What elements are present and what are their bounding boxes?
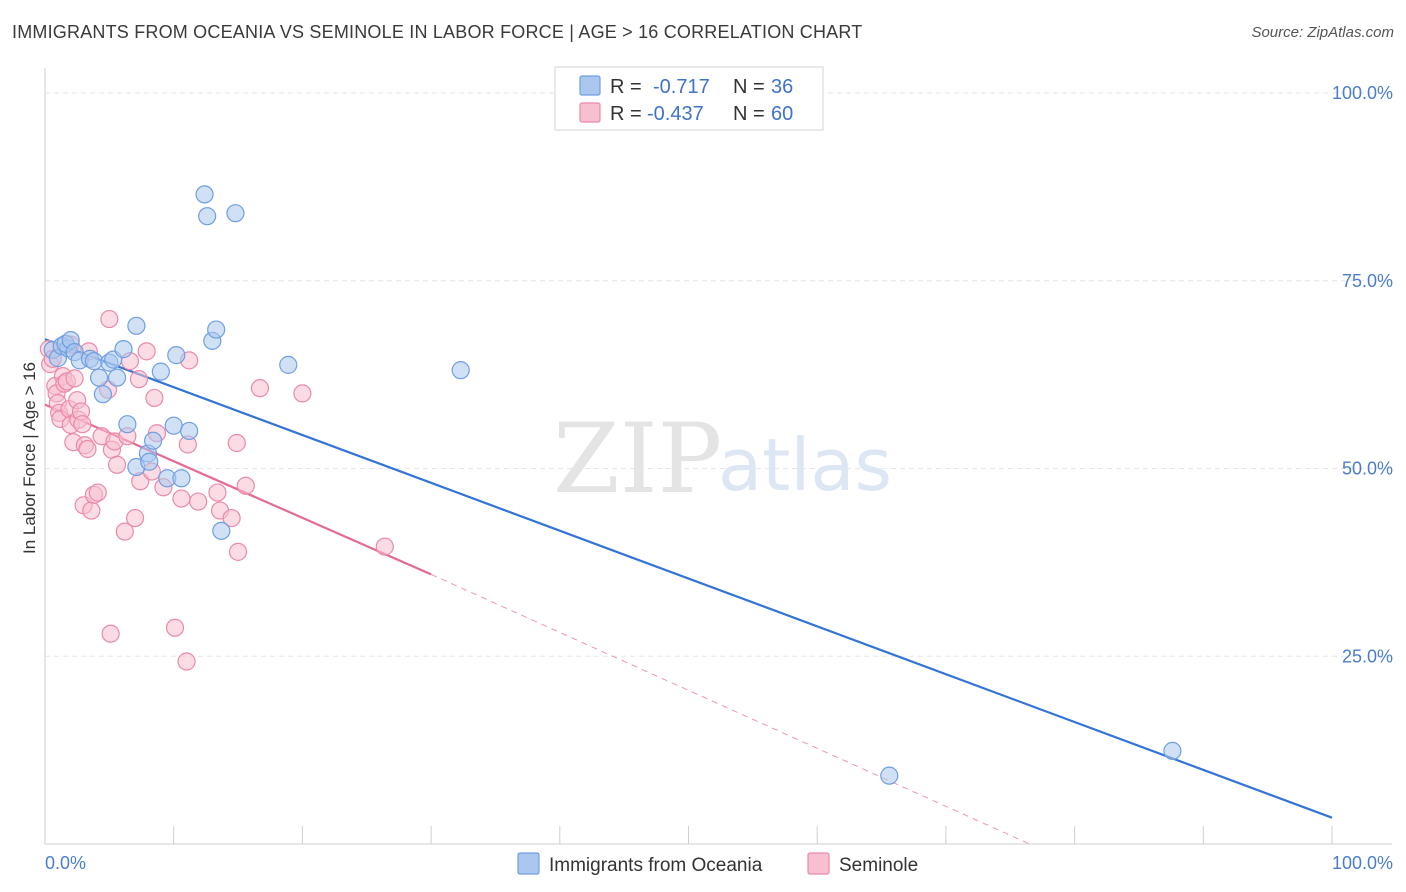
x-tick-label: 0.0% (45, 853, 86, 873)
point-oceania (880, 766, 899, 785)
point-oceania (451, 361, 470, 380)
point-oceania (167, 346, 186, 365)
y-tick-label: 75.0% (1342, 271, 1393, 291)
point-seminole (228, 542, 248, 561)
legend-n-value-2: 60 (771, 103, 793, 125)
y-tick-labels: 25.0% 50.0% 75.0% 100.0% (1332, 83, 1393, 666)
y-tick-label: 50.0% (1342, 459, 1393, 479)
point-seminole (88, 483, 107, 502)
point-seminole (137, 342, 156, 361)
point-oceania (226, 204, 245, 223)
y-axis-label: In Labor Force | Age > 16 (20, 362, 39, 554)
point-seminole (145, 388, 164, 408)
legend-r-label-2: R = (610, 103, 642, 125)
point-seminole (165, 618, 185, 637)
legend-swatch-oceania (579, 75, 601, 96)
series-swatch-seminole (807, 852, 830, 875)
point-seminole (125, 508, 145, 528)
axes (44, 68, 1392, 845)
source-credit: Source: ZipAtlas.com (1251, 24, 1394, 41)
series-legend: Immigrants from Oceania Seminole (517, 852, 918, 876)
point-oceania (212, 521, 231, 540)
point-oceania (279, 355, 298, 374)
point-oceania (195, 185, 214, 204)
point-oceania (84, 352, 104, 371)
point-oceania (118, 415, 137, 434)
watermark-zip: ZIP (553, 403, 722, 515)
x-tick-labels: 0.0% 100.0% (45, 853, 1393, 873)
correlation-legend: R = -0.717 N = 36 R = -0.437 N = 60 (554, 66, 824, 131)
point-seminole (82, 501, 101, 520)
point-seminole (250, 379, 270, 398)
legend-swatch-seminole (579, 102, 601, 123)
point-seminole (101, 624, 120, 643)
legend-n-label-1: N = (733, 76, 765, 98)
x-tick-label: 100.0% (1332, 853, 1393, 873)
point-oceania (114, 340, 133, 359)
legend-r-value-2: -0.437 (647, 103, 704, 125)
series-label-seminole: Seminole (839, 855, 918, 876)
point-oceania (140, 452, 159, 471)
point-seminole (222, 508, 241, 528)
legend-r-value-1: -0.717 (653, 76, 710, 98)
trend-line-seminole-extension (430, 573, 1030, 845)
point-seminole (78, 439, 97, 459)
point-seminole (375, 537, 394, 556)
legend-r-label-1: R = (610, 76, 642, 98)
point-oceania (164, 416, 183, 435)
point-seminole (65, 369, 84, 388)
point-oceania (93, 385, 113, 404)
point-seminole (129, 370, 149, 389)
trend-line-oceania (44, 338, 1333, 819)
point-seminole (189, 492, 208, 511)
point-seminole (293, 384, 312, 403)
point-oceania (151, 362, 170, 381)
point-seminole (208, 483, 227, 502)
point-seminole (172, 489, 191, 508)
point-oceania (89, 368, 109, 387)
y-tick-label: 25.0% (1342, 646, 1393, 666)
point-seminole (107, 455, 127, 474)
data-points (39, 185, 1182, 785)
grid-lines (45, 92, 1392, 657)
point-oceania (127, 316, 146, 335)
point-seminole (73, 415, 92, 434)
point-oceania (180, 421, 199, 441)
point-seminole (236, 476, 255, 495)
point-seminole (227, 433, 246, 453)
point-oceania (107, 368, 127, 387)
series-label-oceania: Immigrants from Oceania (549, 855, 763, 876)
series-swatch-oceania (517, 852, 540, 875)
legend-n-label-2: N = (733, 103, 765, 125)
point-oceania (172, 469, 191, 488)
chart-title: IMMIGRANTS FROM OCEANIA VS SEMINOLE IN L… (12, 22, 863, 42)
watermark: ZIP atlas (553, 403, 892, 515)
watermark-atlas: atlas (718, 423, 892, 507)
point-oceania (1163, 741, 1182, 760)
point-oceania (144, 431, 163, 450)
point-oceania (198, 207, 217, 226)
point-oceania (207, 320, 226, 339)
point-seminole (115, 522, 134, 541)
point-seminole (177, 652, 196, 671)
legend-n-value-1: 36 (771, 76, 793, 98)
point-seminole (100, 309, 119, 329)
y-tick-label: 100.0% (1332, 83, 1393, 103)
